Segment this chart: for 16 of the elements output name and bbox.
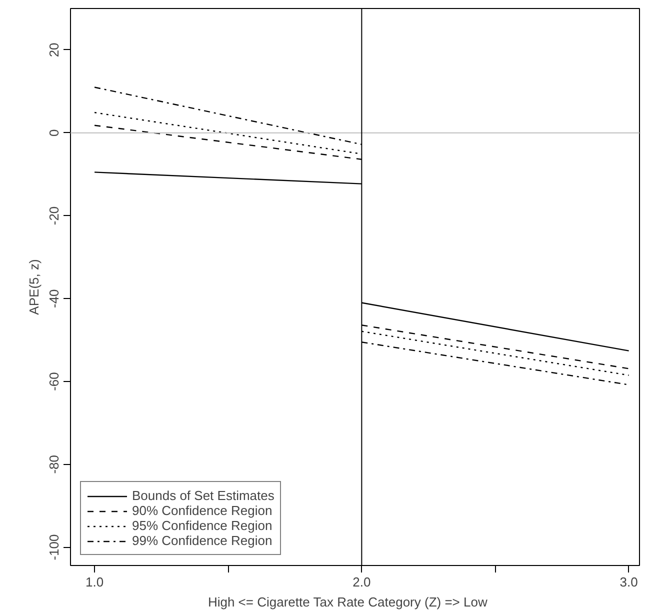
legend-label: 95% Confidence Region [132, 518, 272, 533]
x-tick-label: 3.0 [620, 574, 638, 590]
legend-label: 99% Confidence Region [132, 533, 272, 548]
y-tick-label: 20 [46, 42, 62, 58]
x-tick-label: 1.0 [86, 574, 104, 590]
legend-label: 90% Confidence Region [132, 503, 272, 518]
y-axis-title: APE(5, z) [26, 259, 42, 315]
y-tick-label: -20 [46, 206, 62, 226]
legend-label: Bounds of Set Estimates [132, 488, 274, 503]
y-tick-label: -100 [46, 534, 62, 560]
y-tick-label: 0 [46, 129, 62, 136]
y-tick-label: -80 [46, 454, 62, 474]
x-axis-title: High <= Cigarette Tax Rate Category (Z) => Low [208, 594, 488, 610]
y-tick-label: -40 [46, 289, 62, 308]
y-tick-label: -60 [46, 372, 62, 391]
x-tick-label: 2.0 [352, 574, 371, 590]
